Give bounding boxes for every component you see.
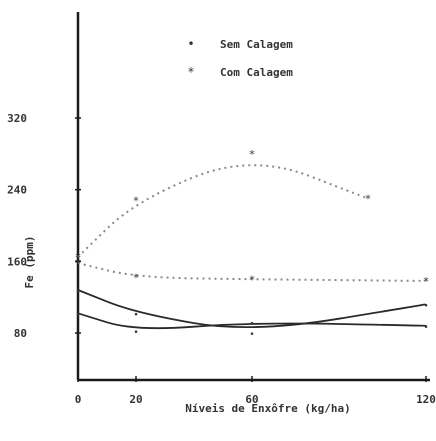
data-point: • [423, 301, 428, 311]
x-tick-label: 120 [416, 393, 436, 406]
legend-marker: • [187, 37, 194, 51]
legend: • Sem Calagem * Com Calagem [187, 37, 293, 79]
data-point: * [365, 193, 371, 206]
legend-marker: * [188, 65, 194, 79]
data-point: * [133, 271, 139, 284]
series-line-1 [77, 164, 369, 258]
legend-label: Com Calagem [220, 66, 293, 79]
data-point: • [249, 330, 254, 340]
data-point: * [133, 194, 139, 207]
y-tick-label: 240 [7, 184, 27, 197]
data-point: • [133, 310, 138, 320]
y-tick-label: 160 [7, 255, 27, 268]
x-tick-label: 20 [129, 393, 142, 406]
data-point: * [249, 148, 255, 161]
legend-label: Sem Calagem [220, 38, 293, 51]
x-tick-label: 0 [75, 393, 82, 406]
x-axis-title: Níveis de Enxôfre (kg/ha) [185, 402, 351, 415]
data-point: • [133, 328, 138, 338]
data-point: * [423, 275, 429, 288]
axes-layer [75, 12, 430, 382]
y-tick-label: 320 [7, 112, 27, 125]
data-point: • [423, 323, 428, 333]
data-point: * [249, 273, 255, 286]
y-tick-label: 80 [14, 327, 27, 340]
data-point: • [75, 310, 80, 320]
x-tick-label: 60 [245, 393, 258, 406]
y-axis-title: Fe (ppm) [23, 236, 36, 289]
series-line-4 [77, 312, 427, 330]
data-point: * [75, 251, 81, 264]
data-point: • [249, 319, 254, 329]
data-point: * [75, 257, 81, 270]
labels-layer: 0 20 60 120 80 160 240 320 Níveis de Enxôfre (kg… [7, 112, 436, 415]
series-layer: ****** * *••••••• • [75, 148, 429, 340]
data-point: • [75, 287, 80, 297]
series-line-2 [77, 262, 427, 282]
